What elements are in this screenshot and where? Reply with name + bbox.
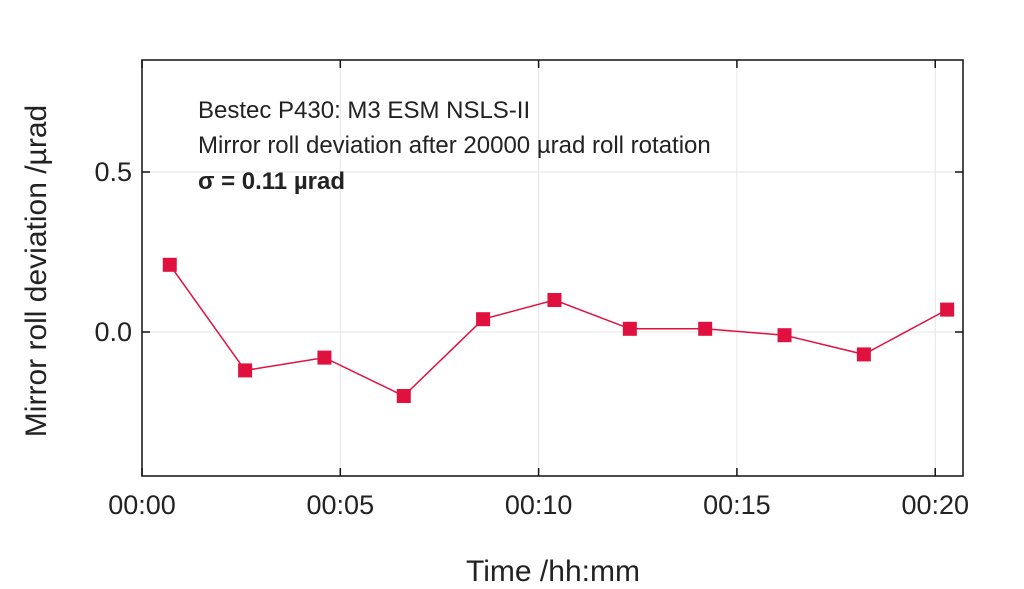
data-point-marker [396,389,411,403]
plot-frame [141,59,964,477]
y-tick-label: 0.0 [94,317,132,347]
y-tick-label: 0.5 [94,157,132,187]
axis-ticks [141,60,963,476]
x-axis-title: Time /hh:mm [466,555,640,588]
y-axis-title: Mirror roll deviation /µrad [20,105,53,437]
data-point-marker [940,302,955,317]
x-tick-label: 00:10 [505,490,573,520]
data-point-marker [547,293,562,307]
data-point-marker [777,328,792,343]
series-line [169,264,948,397]
data-point-marker [238,363,253,378]
x-tick-label: 00:20 [901,490,969,520]
annotation-line-1: Bestec P430: M3 ESM NSLS-II [198,97,530,124]
data-point-marker [856,347,871,362]
annotation-sigma: σ = 0.11 µrad [198,168,345,195]
tick-labels: 00:00 00:05 00:10 00:15 00:20 0.0 0.5 [94,157,969,520]
x-tick-label: 00:05 [307,490,375,520]
grid-lines [141,60,963,476]
x-tick-label: 00:00 [108,490,176,520]
x-tick-label: 00:15 [703,490,771,520]
annotation-line-2: Mirror roll deviation after 20000 µrad r… [198,132,711,159]
data-point-marker [317,350,332,365]
annotation-block: Bestec P430: M3 ESM NSLS-II Mirror roll … [198,97,711,195]
data-point-marker [622,321,637,336]
series-layer [162,257,955,403]
data-point-marker [476,312,491,327]
data-point-marker [162,257,177,272]
data-point-marker [698,321,713,336]
